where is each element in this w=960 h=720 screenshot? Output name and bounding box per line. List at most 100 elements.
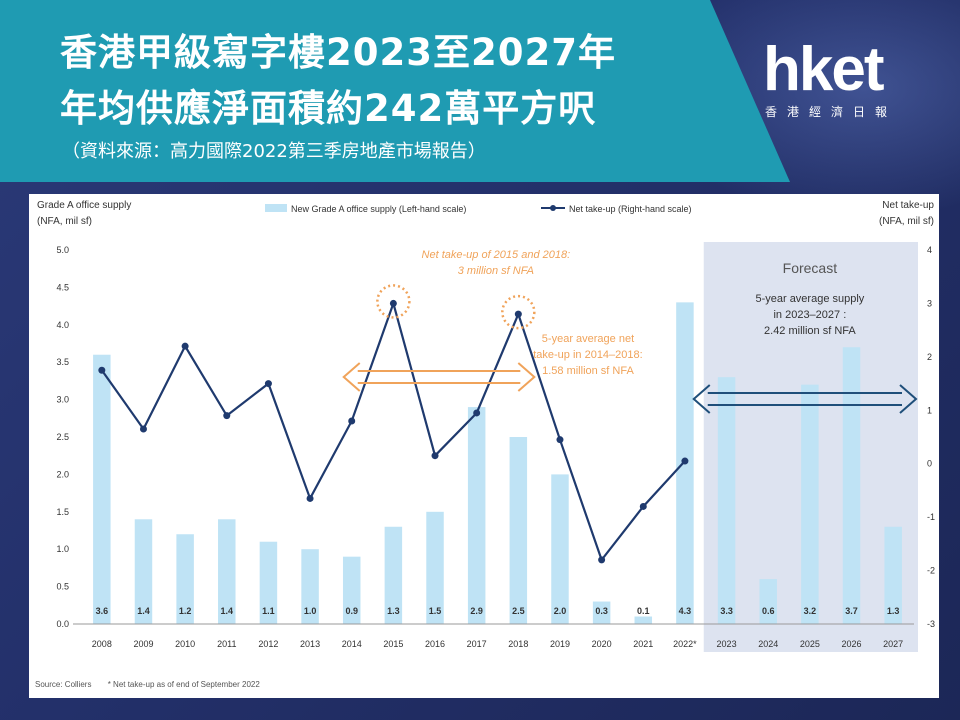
bar-value-label: 4.3: [679, 606, 692, 616]
title-line-2: 年均供應淨面積約242萬平方呎: [60, 87, 597, 130]
bar-value-label: 2.0: [554, 606, 567, 616]
net-takeup-point: [139, 425, 147, 433]
left-tick-label: 2.5: [56, 432, 69, 442]
left-tick-label: 4.5: [56, 282, 69, 292]
supply-bar: [384, 526, 403, 624]
bar-value-label: 1.5: [429, 606, 442, 616]
legend-line-marker: [550, 205, 556, 211]
chart-footnote: * Net take-up as of end of September 202…: [107, 680, 260, 689]
x-tick-label: 2016: [425, 639, 445, 649]
bar-value-label: 0.6: [762, 606, 775, 616]
x-tick-label: 2015: [383, 639, 403, 649]
chart-card: Forecast Grade A office supply (NFA, mil s…: [29, 194, 939, 698]
supply-bar: [259, 541, 278, 624]
x-tick-label: 2018: [508, 639, 528, 649]
left-tick-label: 5.0: [56, 245, 69, 255]
supply-bar: [134, 519, 153, 624]
bar-value-label: 1.1: [262, 606, 275, 616]
chart-svg: Forecast Grade A office supply (NFA, mil s…: [37, 200, 935, 652]
bar-value-label: 0.3: [595, 606, 608, 616]
supply-bar: [342, 556, 361, 624]
x-tick-label: 2021: [633, 639, 653, 649]
bar-value-label: 0.1: [637, 606, 650, 616]
bar-value-label: 2.5: [512, 606, 525, 616]
supply-bar: [426, 511, 444, 624]
supply-bar: [634, 616, 653, 624]
x-tick-label: 2012: [258, 639, 278, 649]
x-tick-label: 2024: [758, 639, 778, 649]
net-takeup-point: [431, 452, 439, 460]
net-takeup-point: [556, 436, 564, 444]
peak-highlight-circle: [376, 284, 411, 319]
avg-takeup-arrow-head-right: [517, 362, 536, 392]
x-tick-label: 2019: [550, 639, 570, 649]
right-tick-label: 3: [927, 298, 932, 308]
x-tick-label: 2020: [592, 639, 612, 649]
avg-supply-arrow-head-left: [692, 384, 711, 414]
supply-bar: [884, 526, 902, 624]
supply-bar: [467, 407, 486, 624]
net-takeup-point: [598, 556, 606, 564]
subtitle: （資料來源：高力國際2022第三季房地產市場報告）: [62, 141, 486, 162]
header-band: [0, 0, 790, 182]
legend-line-label: Net take-up (Right-hand scale): [569, 204, 692, 214]
right-tick-label: 2: [927, 352, 932, 362]
bar-value-label: 1.3: [887, 606, 900, 616]
supply-bar: [592, 601, 611, 624]
supply-bar: [717, 377, 736, 624]
left-axis-title: Grade A office supply: [37, 200, 131, 211]
right-axis-unit: (NFA, mil sf): [879, 216, 934, 227]
net-takeup-point: [639, 502, 647, 510]
x-tick-label: 2008: [92, 639, 112, 649]
supply-bar: [218, 519, 236, 624]
net-takeup-point: [514, 310, 522, 318]
left-tick-label: 1.5: [56, 507, 69, 517]
bar-value-label: 2.9: [470, 606, 483, 616]
bar-value-label: 1.4: [221, 606, 234, 616]
right-axis-title: Net take-up: [882, 200, 934, 211]
net-takeup-point: [264, 380, 272, 388]
legend-bar-label: New Grade A office supply (Left-hand sca…: [291, 204, 466, 214]
avg-takeup-text-2: take-up in 2014–2018:: [533, 349, 642, 361]
x-tick-label: 2025: [800, 639, 820, 649]
net-takeup-point: [98, 366, 106, 374]
net-takeup-point: [181, 342, 189, 350]
right-tick-label: -1: [927, 512, 935, 522]
supply-bar: [842, 347, 861, 624]
bar-value-label: 0.9: [345, 606, 358, 616]
bar-value-label: 1.4: [137, 606, 150, 616]
bar-value-label: 1.3: [387, 606, 400, 616]
bar-value-label: 3.3: [720, 606, 733, 616]
logo-wordmark: hket: [763, 35, 884, 104]
peak-annotation-line1: Net take-up of 2015 and 2018:: [422, 249, 571, 261]
title-line-1: 香港甲級寫字樓2023至2027年: [60, 31, 616, 74]
bar-value-label: 1.2: [179, 606, 192, 616]
net-takeup-point: [681, 457, 689, 465]
left-tick-label: 1.0: [56, 544, 69, 554]
forecast-label: Forecast: [783, 260, 838, 276]
supply-bar: [93, 354, 111, 624]
chart-source-note: Source: Colliers * Net take-up as of end…: [35, 680, 274, 689]
x-tick-label: 2023: [717, 639, 737, 649]
right-tick-label: 1: [927, 405, 932, 415]
x-tick-label: 2026: [842, 639, 862, 649]
avg-supply-text-3: 2.42 million sf NFA: [764, 325, 856, 337]
left-tick-label: 3.0: [56, 395, 69, 405]
left-tick-label: 4.0: [56, 320, 69, 330]
avg-takeup-text-1: 5-year average net: [542, 333, 634, 345]
net-takeup-point: [348, 417, 356, 425]
avg-takeup-arrow-head-left: [342, 362, 361, 392]
supply-bar: [176, 534, 194, 624]
x-tick-label: 2010: [175, 639, 195, 649]
x-tick-label: 2017: [467, 639, 487, 649]
bar-value-label: 1.0: [304, 606, 317, 616]
logo-subtitle: 香港經濟日報: [765, 105, 898, 119]
hket-logo: hket 香港經濟日報: [755, 35, 935, 130]
avg-takeup-text-3: 1.58 million sf NFA: [542, 365, 634, 377]
left-tick-label: 3.5: [56, 357, 69, 367]
bar-value-label: 3.2: [804, 606, 817, 616]
supply-bar: [509, 437, 528, 624]
supply-bar: [801, 384, 819, 624]
supply-bar: [551, 474, 569, 624]
bar-value-label: 3.7: [845, 606, 858, 616]
